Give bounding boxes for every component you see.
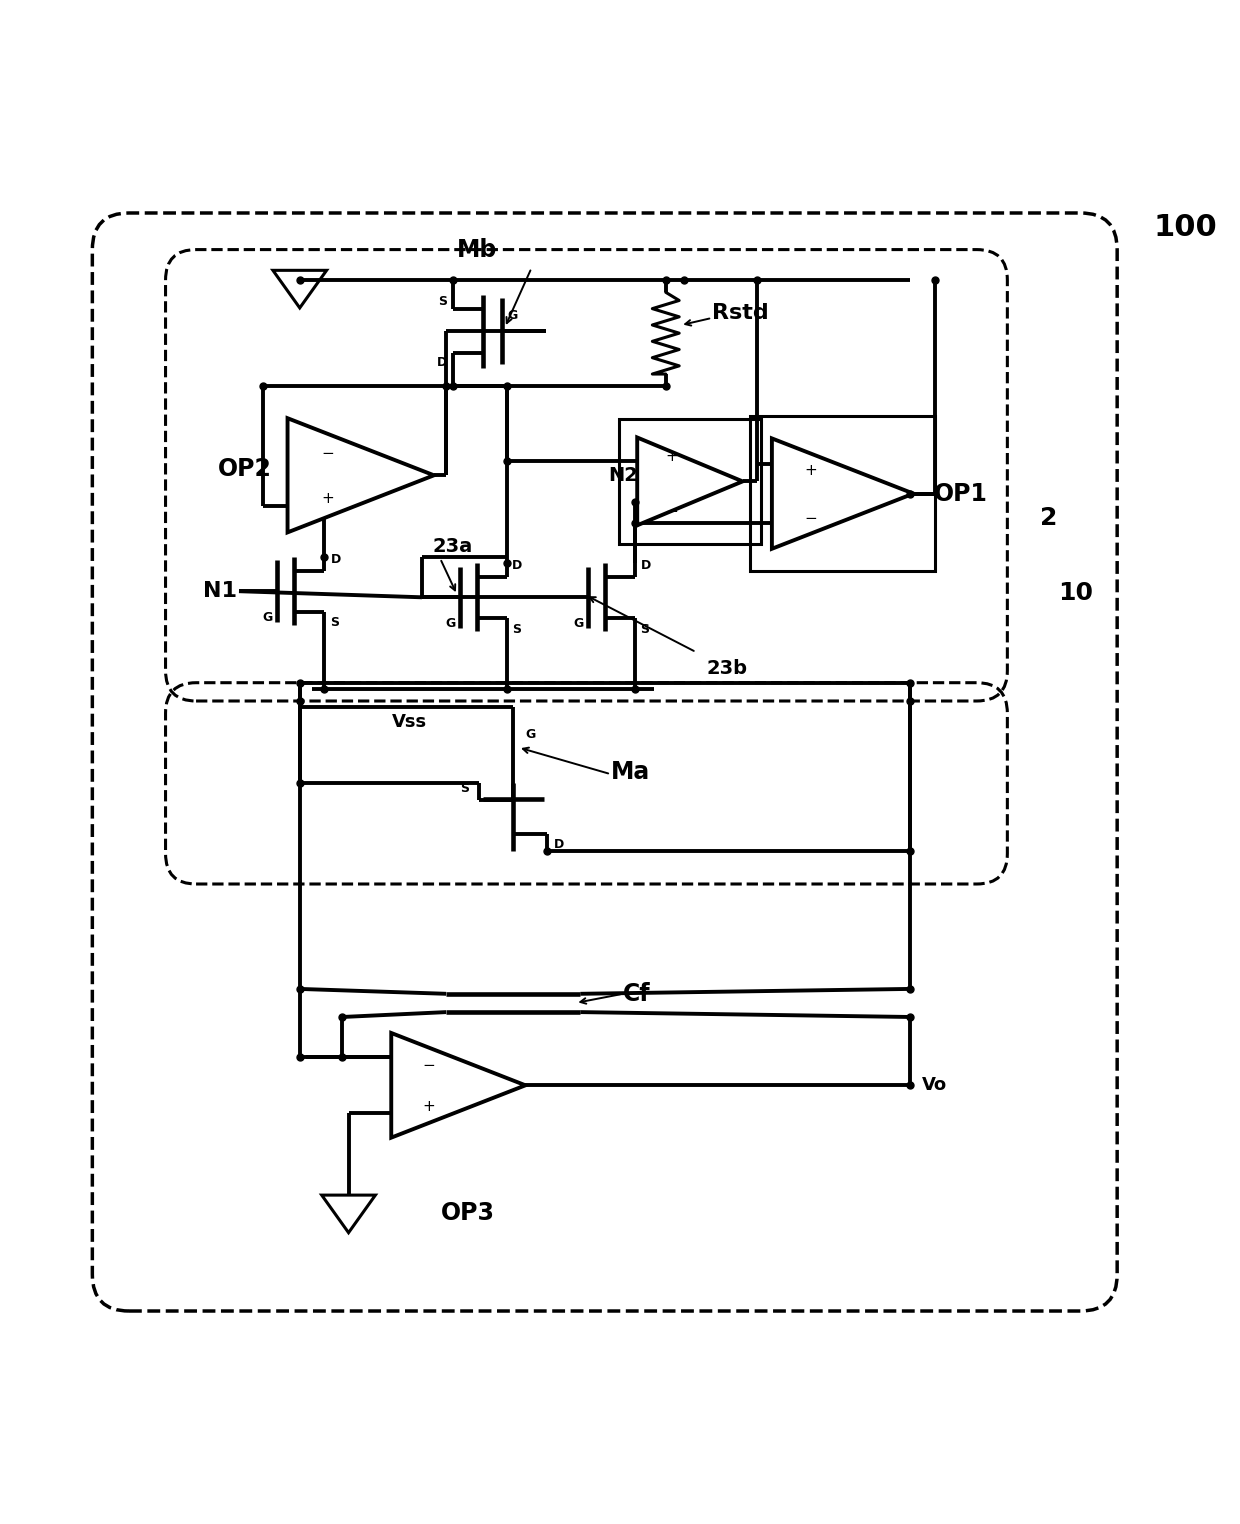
Bar: [619, 419, 761, 544]
Text: G: G: [507, 308, 517, 322]
Text: 23b: 23b: [707, 658, 748, 678]
Text: $+$: $+$: [321, 491, 335, 506]
Text: $-$: $-$: [666, 501, 678, 517]
Text: 10: 10: [1059, 582, 1094, 605]
Text: $+$: $+$: [805, 463, 817, 479]
Text: S: S: [331, 616, 340, 629]
Text: N2: N2: [608, 466, 637, 485]
Bar: [750, 416, 935, 572]
Text: S: S: [460, 782, 469, 796]
Text: D: D: [640, 559, 651, 572]
Text: $+$: $+$: [422, 1099, 435, 1114]
Polygon shape: [637, 437, 743, 526]
Text: Mb: Mb: [456, 238, 497, 262]
Text: N1: N1: [203, 581, 237, 600]
Polygon shape: [288, 418, 434, 532]
Text: S: S: [640, 622, 650, 636]
Text: 23a: 23a: [432, 536, 472, 556]
Text: 100: 100: [1153, 213, 1218, 242]
Text: Vo: Vo: [923, 1076, 947, 1094]
Text: S: S: [512, 622, 521, 636]
Text: Vss: Vss: [392, 713, 428, 732]
Text: OP3: OP3: [441, 1201, 495, 1225]
Text: Rstd: Rstd: [712, 303, 769, 323]
Text: D: D: [438, 355, 448, 369]
Text: 2: 2: [1040, 506, 1058, 530]
Text: $-$: $-$: [321, 445, 335, 459]
Text: D: D: [553, 838, 564, 852]
Text: D: D: [512, 559, 522, 572]
Text: D: D: [331, 553, 341, 565]
Text: G: G: [526, 728, 536, 741]
Text: G: G: [574, 617, 584, 629]
Text: G: G: [445, 617, 456, 629]
Text: $-$: $-$: [422, 1056, 435, 1071]
Text: Ma: Ma: [611, 760, 650, 783]
Text: Cf: Cf: [622, 981, 651, 1006]
Text: OP1: OP1: [934, 482, 988, 506]
Text: $+$: $+$: [666, 450, 678, 465]
Text: G: G: [263, 611, 273, 623]
Text: OP2: OP2: [218, 457, 272, 482]
Text: $-$: $-$: [805, 509, 817, 524]
Polygon shape: [392, 1033, 526, 1137]
Polygon shape: [771, 439, 914, 549]
Text: S: S: [439, 294, 448, 308]
